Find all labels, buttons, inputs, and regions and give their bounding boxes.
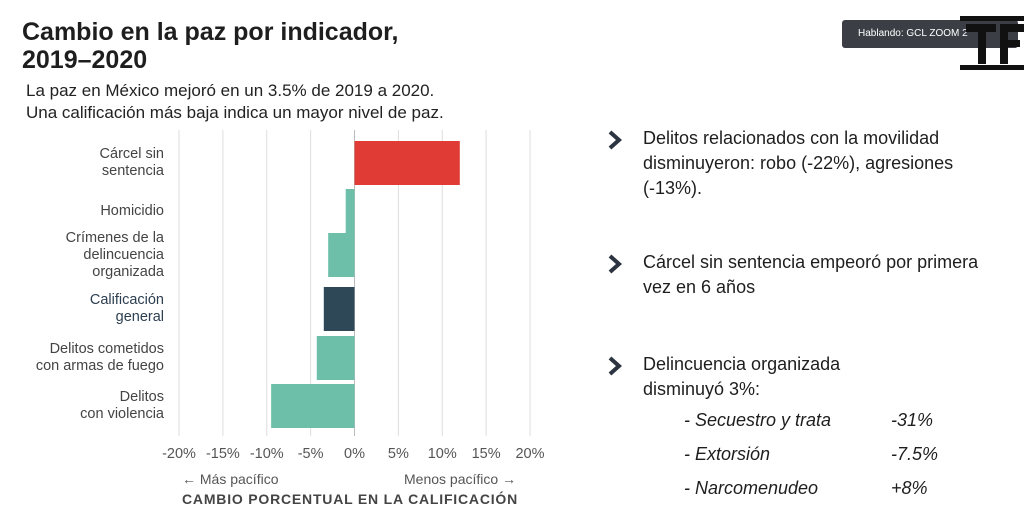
category-label: Homicidio xyxy=(100,202,164,219)
x-tick-label: -10% xyxy=(249,446,284,462)
x-tick-label: 10% xyxy=(427,446,457,462)
right-direction-label: Menos pacífico → xyxy=(404,471,517,487)
sub-item-value: -31% xyxy=(891,410,934,430)
bullet-text: Delincuencia organizada disminuyó 3%: xyxy=(643,354,841,399)
bullet-text: Cárcel sin sentencia empeoró por primera… xyxy=(643,252,979,297)
chevron-right-icon xyxy=(608,254,623,274)
category-label: Delitos cometidos con armas de fuego xyxy=(35,341,164,374)
bullet-text: Delitos relacionados con la movilidad di… xyxy=(643,128,954,198)
subtitle-line-2: Una calificación más baja indica un mayo… xyxy=(26,103,444,122)
sub-item-value: -7.5% xyxy=(891,444,939,464)
bar-chart: Cárcel sin sentencia Homicidio Crímenes de… xyxy=(35,130,545,507)
x-axis-label: CAMBIO PORCENTUAL EN LA CALIFICACIÓN xyxy=(182,491,519,507)
x-tick-label: 15% xyxy=(471,446,501,462)
sub-item-value: +8% xyxy=(891,478,928,498)
category-label: Calificación general xyxy=(89,292,164,325)
category-label: Delitos con violencia xyxy=(80,389,164,422)
chart-plot xyxy=(178,130,531,436)
page-title: Cambio en la paz por indicador, 2019–202… xyxy=(22,18,399,74)
partial-logo-icon xyxy=(960,16,1024,70)
bar xyxy=(354,141,460,185)
bar xyxy=(345,189,355,233)
bar xyxy=(328,233,355,277)
category-label: Crímenes de la delincuencia organizada xyxy=(65,229,164,280)
left-direction-label: ← Más pacífico xyxy=(182,471,279,487)
sub-item-label: - Narcomenudeo xyxy=(684,478,819,498)
bar xyxy=(323,287,355,331)
chevron-right-icon xyxy=(608,130,623,150)
sub-item-label: - Extorsión xyxy=(684,444,771,464)
x-tick-label: -5% xyxy=(297,446,324,462)
bar xyxy=(271,384,355,428)
x-tick-label: 5% xyxy=(387,446,409,462)
x-tick-label: -15% xyxy=(205,446,240,462)
category-label: Cárcel sin sentencia xyxy=(99,146,164,179)
x-tick-label: 20% xyxy=(515,446,545,462)
subtitle-line-1: La paz en México mejoró en un 3.5% de 20… xyxy=(26,81,435,100)
subtitle: La paz en México mejoró en un 3.5% de 20… xyxy=(26,80,546,124)
chevron-right-icon xyxy=(608,356,623,376)
bar xyxy=(316,336,355,380)
x-tick-label: -20% xyxy=(162,446,196,462)
sub-item-label: - Secuestro y trata xyxy=(684,410,832,430)
x-tick-label: 0% xyxy=(344,446,365,462)
